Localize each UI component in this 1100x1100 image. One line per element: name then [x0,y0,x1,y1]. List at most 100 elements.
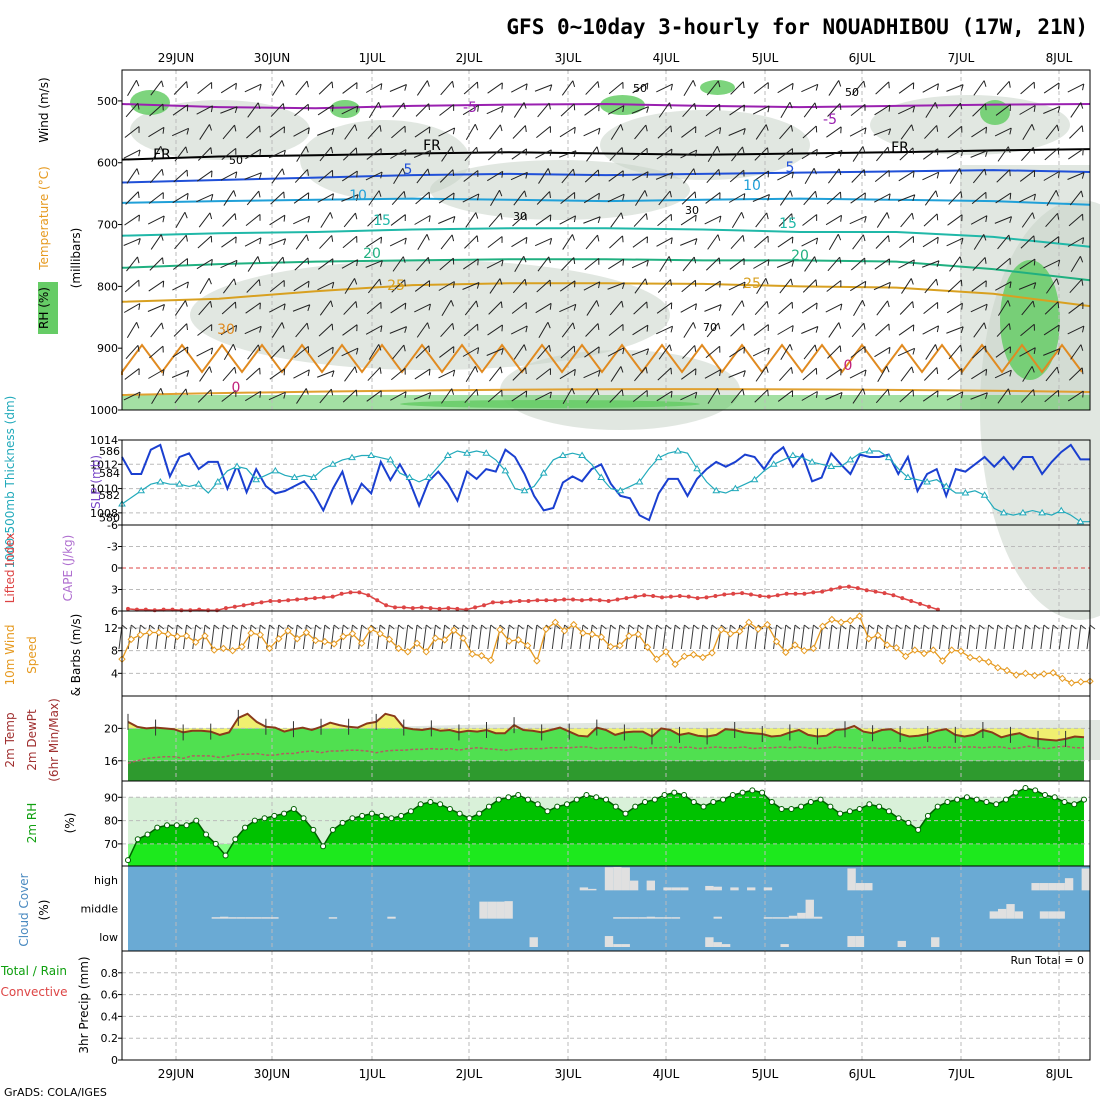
lifted-index-point [668,594,673,599]
wind-barb [1068,213,1084,227]
wind-barb [753,259,770,269]
rh2m-point [271,812,278,819]
wind10m-point [311,636,320,645]
wind-barb [220,82,237,94]
wind10m-barb [551,624,561,650]
cloud-high-bar [864,883,873,891]
lifted-index-point [553,598,558,603]
wind-barb [1019,258,1036,270]
cloud-low-bar [780,944,789,947]
wind10m-barb [800,624,810,650]
date-label-top: 5JUL [752,51,779,65]
wind-barb [124,126,140,138]
wind10m-point [763,620,772,629]
wind10m-point [247,629,255,637]
rh2m-point [749,787,756,794]
wind-barb [705,103,721,117]
wind-barb [923,367,939,381]
wind-barb [392,102,406,118]
wind-barb [997,388,1011,404]
wind-barb [174,300,188,316]
y-tick-label: 500 [97,95,118,108]
wind-barb [779,124,793,140]
lifted-index-point [571,597,575,602]
y-tick-label: 0.8 [101,967,119,980]
wind-barb [825,392,843,400]
wind-barb [487,147,503,161]
wind-barb [659,256,672,272]
rh2m-point [827,803,834,810]
wind-barb [1021,300,1035,316]
thickness-point [367,451,376,458]
wind-barb [246,125,261,139]
rh2m-point [759,789,766,796]
wind-barb [196,170,213,182]
wind10m-barb [505,624,515,650]
y-tick-label: 4 [111,667,118,680]
wind-barb [946,302,963,314]
wind-barb [924,190,939,206]
wind-barb [295,234,309,250]
wind-barb [875,81,890,95]
lifted-index-point [410,606,415,611]
rh2m-point [485,803,492,810]
wind-barb [174,146,188,162]
thickness-point [1038,508,1046,516]
lifted-index-line [127,585,939,612]
lifted-index-point [651,593,656,598]
wind-barb [439,257,455,271]
slp-line [121,443,1090,522]
wind10m-point [542,625,550,633]
lifted-index-point [508,599,513,604]
wind-barb [875,323,890,337]
wind10m-barb [1068,624,1077,650]
lifted-index-point [864,588,869,593]
wind-barb [850,280,867,292]
date-label-bottom: 30JUN [254,1067,291,1081]
wind10m-point [505,637,513,645]
wind-barb [994,369,1012,379]
wind-barb [318,258,334,270]
ylabel-cloud: Cloud Cover [17,873,31,946]
wind10m-barb [533,624,543,650]
wind-barb [970,215,988,225]
wind-barb [414,215,431,225]
wind-barb [196,258,213,270]
wind10m-barb [118,624,128,650]
rh2m-point [1071,801,1078,808]
wind-barb [365,260,383,268]
lifted-index-point [188,608,193,613]
rh2m-point [398,812,405,819]
y-tick-label: 8 [111,645,118,658]
wind-barb [850,192,866,204]
wind10m-barb [1040,624,1050,650]
rh2m-point [915,826,922,833]
cloud-high-bar [680,887,689,891]
wind-barb [922,83,939,93]
wind-barb [244,83,262,93]
wind-barb [777,325,794,335]
thickness-point [999,508,1008,516]
wind10m-barb [828,624,838,650]
wind10m-barb [385,624,395,650]
wind10m-barb [708,624,718,650]
wind10m-point [321,637,329,646]
thickness-point [175,480,184,487]
rh2m-point [544,808,551,815]
date-label-top: 7JUL [948,51,975,65]
wind-barb [828,80,842,96]
wind-barb [245,302,261,314]
wind-barb [1045,366,1060,382]
lifted-index-point [784,591,789,596]
date-label-bottom: 5JUL [752,1067,779,1081]
wind-barb [317,346,334,358]
wind10m-point [136,631,145,639]
wind-barb [173,258,188,270]
lifted-index-point [428,606,433,611]
rh2m-point [154,824,161,831]
wind-barb [849,215,867,225]
wind-barb [220,171,238,181]
y-tick-label: 800 [97,280,118,293]
date-label-bottom: 8JUL [1046,1067,1073,1081]
wind10m-barb [348,624,358,650]
